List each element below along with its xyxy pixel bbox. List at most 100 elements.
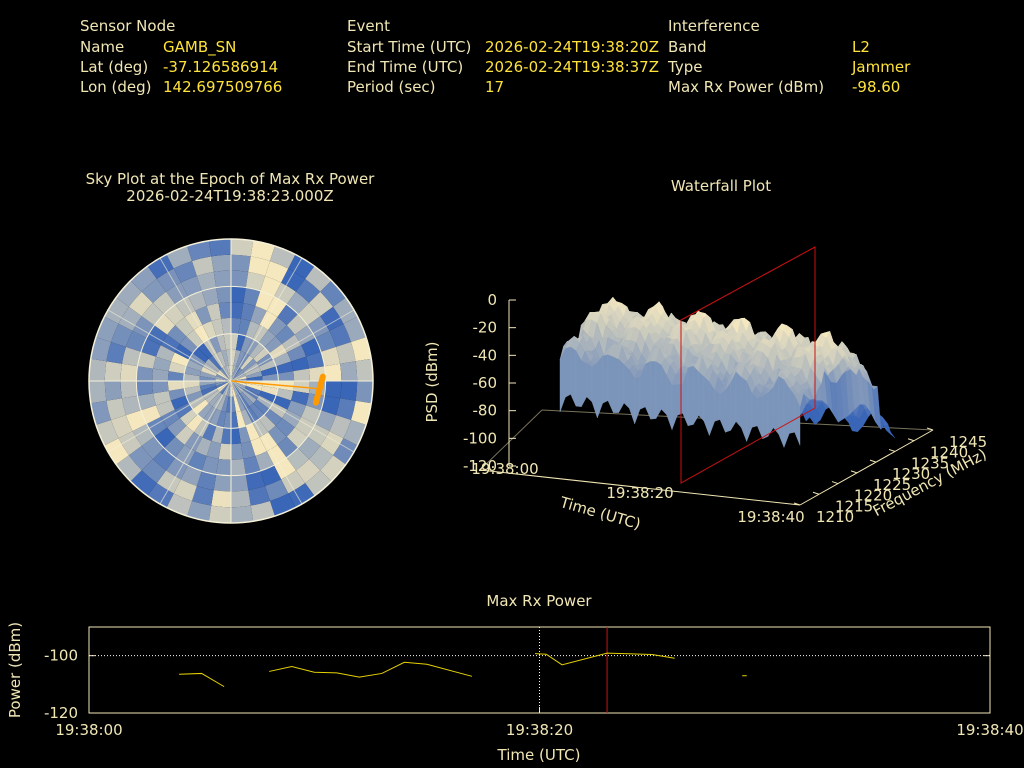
sky-cell	[238, 318, 251, 336]
sky-cell	[231, 365, 234, 381]
sky-cell	[228, 365, 231, 381]
sky-cell	[273, 282, 296, 305]
sky-cell	[226, 396, 231, 413]
wf-surface-skirt	[597, 355, 603, 418]
sky-cell	[211, 318, 224, 336]
sky-cell	[195, 437, 212, 457]
wf-time-tick-label: 19:38:00	[471, 460, 538, 478]
event-period-value: 17	[485, 78, 505, 96]
sky-cell	[320, 431, 344, 456]
wf-freq-tick-label: 1230	[892, 465, 930, 483]
sky-cell	[268, 425, 287, 445]
sky-cell	[262, 373, 279, 381]
power-y-tick-label: -120	[44, 704, 78, 722]
wf-surface-skirt	[559, 348, 566, 413]
sky-cell	[166, 457, 189, 480]
sky-cell	[231, 376, 247, 381]
sky-cell	[208, 505, 231, 523]
sky-cell	[246, 376, 263, 381]
sky-cell	[231, 239, 254, 257]
sky-cell	[104, 361, 122, 381]
sky-cell	[309, 291, 334, 317]
sky-cell	[231, 381, 247, 386]
sky-cell	[211, 254, 231, 272]
sensor-lat-value: -37.126586914	[163, 58, 279, 76]
sky-cell	[110, 323, 133, 347]
sky-cell	[188, 451, 207, 472]
sky-cell	[258, 329, 276, 348]
sky-cell	[152, 381, 169, 394]
sky-cell	[231, 349, 236, 366]
sky-cell	[259, 310, 278, 330]
sky-cell	[209, 335, 222, 353]
sky-cell	[291, 390, 309, 406]
sky-source-blob	[312, 373, 326, 406]
wf-surface-skirt	[693, 365, 699, 426]
wf-surface-skirt	[677, 383, 683, 416]
sky-cell	[240, 392, 254, 407]
sky-cell	[293, 368, 310, 381]
sky-cell	[261, 366, 278, 377]
sky-cell	[213, 474, 231, 492]
wf-surface-skirt	[767, 386, 774, 438]
sky-cell	[183, 373, 200, 381]
sky-cell	[340, 361, 358, 381]
sky-cell	[231, 333, 239, 350]
sky-cell	[240, 303, 256, 321]
sky-cell	[231, 396, 236, 413]
wf-surface-skirt	[645, 361, 651, 420]
sky-cell	[193, 324, 210, 343]
sky-cell	[141, 278, 167, 303]
power-xlabel: Time (UTC)	[497, 746, 581, 764]
sky-cell	[250, 437, 267, 457]
sky-cell	[231, 412, 239, 429]
sky-cell	[287, 400, 307, 417]
interference-power-label: Max Rx Power (dBm)	[668, 78, 825, 96]
sky-cell	[155, 400, 175, 417]
sky-cell	[208, 355, 222, 370]
power-x-tick-label: 19:38:00	[55, 721, 122, 739]
sky-cell	[125, 410, 147, 432]
sky-cell	[253, 399, 270, 415]
sky-cell	[260, 275, 282, 297]
sky-cell	[183, 381, 200, 389]
sensor-lon-value: 142.697509766	[163, 78, 283, 96]
sky-cell	[191, 256, 214, 276]
wf-freq-tick-label: 1215	[835, 497, 873, 515]
sky-cell	[259, 432, 278, 452]
sky-cell	[240, 355, 254, 370]
sky-cell	[221, 349, 229, 366]
sky-cell	[90, 337, 111, 362]
sky-cell	[175, 425, 194, 445]
sky-cell	[250, 501, 275, 522]
sensor-lat-label: Lat (deg)	[80, 58, 149, 76]
sky-cell	[245, 471, 266, 491]
sky-cell	[245, 385, 262, 396]
event-period-label: Period (sec)	[347, 78, 436, 96]
sky-cell	[351, 400, 372, 425]
power-ylabel: Power (dBm)	[6, 622, 24, 718]
sky-cell	[231, 427, 241, 445]
sky-cell	[218, 443, 231, 460]
sky-cell	[213, 270, 231, 288]
sky-cell	[240, 409, 253, 427]
sky-cell	[136, 381, 154, 396]
sky-cell	[116, 280, 142, 307]
wf-surface-skirt	[762, 391, 769, 440]
sky-cell	[121, 395, 141, 416]
wf-surface-skirt	[741, 376, 747, 442]
sky-cell	[130, 470, 157, 496]
sky-cell	[282, 409, 302, 428]
power-series-segment	[534, 652, 675, 666]
sky-cell	[282, 334, 302, 353]
wf-freq-axis	[799, 429, 934, 506]
wf-freq-tick-label: 1210	[816, 508, 854, 526]
sky-cell	[306, 351, 325, 369]
sky-cell	[153, 390, 171, 406]
sky-cell	[221, 396, 229, 413]
sky-cell	[218, 369, 231, 381]
sky-cell	[173, 260, 197, 283]
